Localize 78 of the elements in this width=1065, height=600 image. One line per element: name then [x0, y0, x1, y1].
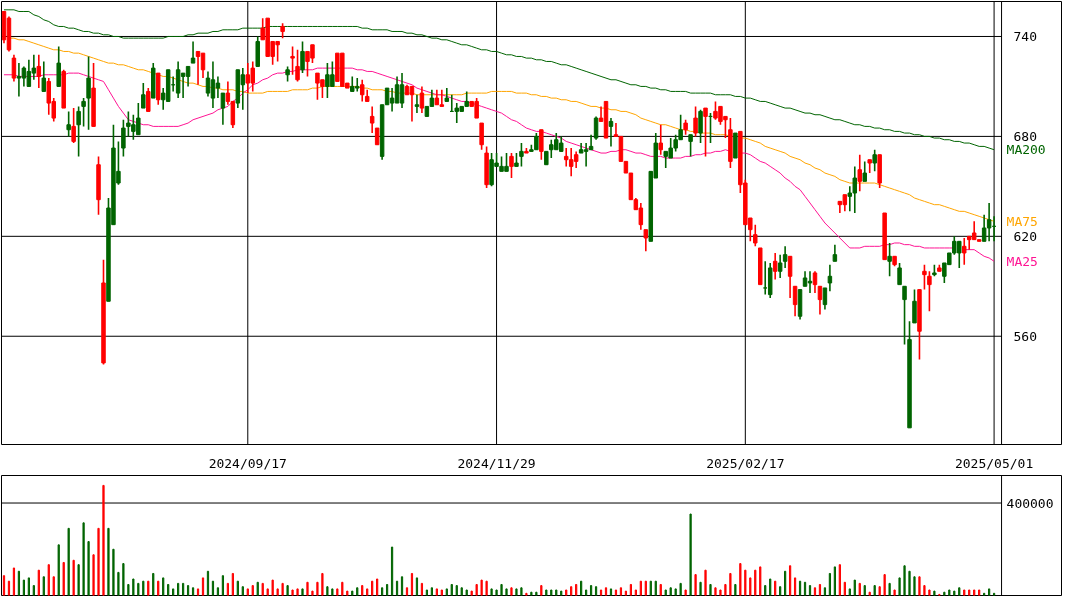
- candlestick: [583, 142, 589, 168]
- candlestick: [36, 53, 42, 89]
- candlestick: [11, 53, 17, 83]
- candlestick: [922, 263, 927, 291]
- candlestick: [195, 50, 201, 86]
- candlestick: [519, 142, 524, 168]
- series-label: MA25: [1006, 253, 1038, 269]
- candlestick: [41, 60, 47, 93]
- x-tick-label: 2024/11/29: [457, 455, 536, 471]
- candlestick: [81, 97, 86, 128]
- text: 400000: [1006, 495, 1054, 511]
- candlestick: [688, 133, 693, 158]
- candlestick: [807, 270, 813, 294]
- candlestick: [290, 45, 295, 76]
- candlestick: [658, 123, 663, 156]
- x-tick-label: 2025/05/01: [954, 455, 1034, 471]
- candlestick: [902, 285, 907, 346]
- candlestick: [509, 152, 514, 179]
- candlestick: [643, 228, 649, 253]
- y-tick-label: 740: [1013, 28, 1038, 44]
- candlestick: [359, 78, 365, 103]
- candlestick: [698, 108, 703, 144]
- candlestick: [185, 65, 191, 88]
- candlestick: [927, 270, 932, 313]
- candlestick: [66, 110, 71, 138]
- candlestick: [141, 82, 146, 109]
- y-tick-label: 620: [1013, 228, 1038, 244]
- candlestick: [210, 60, 216, 109]
- candlestick: [822, 287, 828, 311]
- candlestick: [608, 117, 614, 148]
- candlestick: [772, 252, 778, 281]
- candlestick: [56, 45, 61, 88]
- candlestick: [539, 128, 544, 161]
- y-tick-label: 680: [1013, 128, 1038, 144]
- candlestick: [479, 122, 484, 151]
- candlestick: [16, 62, 22, 98]
- candlestick: [897, 262, 902, 286]
- line-series: [3, 9, 995, 151]
- candlestick: [394, 75, 400, 104]
- candlestick: [300, 40, 305, 74]
- candlestick: [190, 40, 196, 64]
- candlestick: [872, 148, 877, 173]
- candlestick: [962, 237, 967, 266]
- candlestick: [295, 49, 300, 83]
- candlestick: [414, 93, 420, 114]
- x-tick-label: 2025/02/17: [706, 455, 785, 471]
- candlestick: [245, 62, 251, 94]
- candlestick: [86, 55, 91, 131]
- candlestick: [887, 242, 892, 278]
- candlestick: [399, 72, 405, 109]
- candlestick: [912, 288, 917, 324]
- candlestick: [693, 105, 698, 138]
- candlestick: [593, 115, 599, 141]
- candlestick: [71, 107, 76, 144]
- candlestick: [200, 52, 206, 79]
- candlestick: [175, 60, 181, 99]
- candlestick: [220, 92, 226, 126]
- candlestick: [46, 77, 52, 116]
- series-label: MA75: [1006, 213, 1038, 229]
- candlestick: [703, 107, 708, 158]
- candlestick: [205, 70, 211, 98]
- candlestick: [76, 105, 81, 158]
- series-label: MA200: [1006, 142, 1046, 158]
- candlestick: [812, 270, 818, 294]
- candlestick: [857, 153, 862, 193]
- candlestick: [419, 85, 425, 114]
- candlestick: [986, 202, 992, 243]
- candlestick: [827, 263, 833, 293]
- candlestick: [146, 87, 151, 113]
- candlestick: [782, 245, 788, 269]
- x-tick-label: 2024/09/17: [208, 455, 287, 471]
- y-tick-label: 560: [1013, 328, 1038, 344]
- candlestick: [215, 75, 221, 99]
- candlestick: [121, 118, 126, 158]
- candlestick: [369, 105, 375, 134]
- candlestick: [389, 87, 395, 113]
- candlestick: [862, 160, 867, 183]
- candlestick: [787, 255, 793, 299]
